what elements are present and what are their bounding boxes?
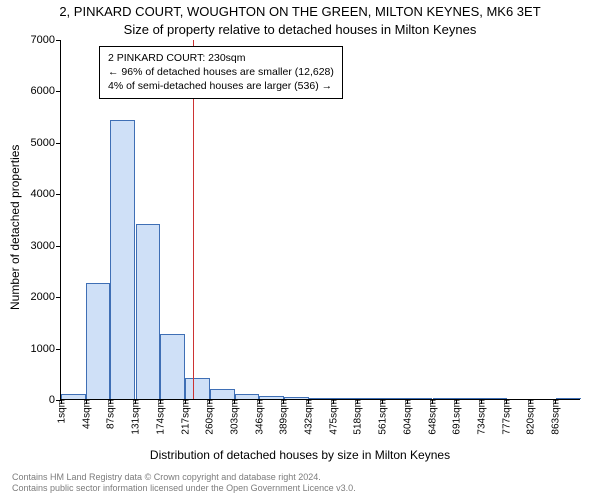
annotation-line-3: 4% of semi-detached houses are larger (5… <box>108 79 334 93</box>
histogram-bar <box>185 378 210 399</box>
x-tick-label: 174sqm <box>153 399 166 435</box>
histogram-bar <box>556 398 581 399</box>
y-tick-mark <box>56 40 61 41</box>
histogram-bar <box>86 283 111 399</box>
reference-annotation-box: 2 PINKARD COURT: 230sqm ← 96% of detache… <box>99 46 343 99</box>
histogram-bar <box>457 398 482 399</box>
x-axis-label: Distribution of detached houses by size … <box>0 448 600 462</box>
x-tick-label: 217sqm <box>178 399 191 435</box>
x-tick-label: 561sqm <box>376 399 389 435</box>
x-tick-label: 131sqm <box>129 399 142 435</box>
x-tick-label: 346sqm <box>252 399 265 435</box>
x-tick-label: 648sqm <box>425 399 438 435</box>
x-tick-label: 87sqm <box>104 399 117 429</box>
chart-plot-area: 010002000300040005000600070001sqm44sqm87… <box>60 40 580 400</box>
x-tick-label: 44sqm <box>79 399 92 429</box>
x-tick-label: 303sqm <box>227 399 240 435</box>
histogram-bar <box>136 224 161 399</box>
x-tick-label: 863sqm <box>549 399 562 435</box>
histogram-bar <box>358 398 383 399</box>
histogram-bar <box>407 398 432 399</box>
x-tick-label: 432sqm <box>302 399 315 435</box>
histogram-bar <box>309 398 334 399</box>
histogram-bar <box>259 396 284 399</box>
histogram-bar <box>61 394 86 399</box>
footer-line-2: Contains public sector information licen… <box>12 483 356 494</box>
annotation-line-2: ← 96% of detached houses are smaller (12… <box>108 65 334 79</box>
y-tick-mark <box>56 349 61 350</box>
histogram-bar <box>482 398 507 399</box>
x-tick-label: 518sqm <box>351 399 364 435</box>
y-axis-label: Number of detached properties <box>8 145 22 310</box>
chart-supertitle: 2, PINKARD COURT, WOUGHTON ON THE GREEN,… <box>0 4 600 19</box>
x-tick-label: 734sqm <box>475 399 488 435</box>
y-tick-mark <box>56 246 61 247</box>
histogram-bar <box>160 334 185 399</box>
annotation-line-1: 2 PINKARD COURT: 230sqm <box>108 51 334 65</box>
histogram-bar <box>210 389 235 399</box>
histogram-bar <box>383 398 408 399</box>
x-tick-label: 1sqm <box>55 399 68 423</box>
footer-line-1: Contains HM Land Registry data © Crown c… <box>12 472 356 483</box>
footer-attribution: Contains HM Land Registry data © Crown c… <box>12 472 356 495</box>
x-tick-label: 260sqm <box>203 399 216 435</box>
y-tick-mark <box>56 91 61 92</box>
y-tick-mark <box>56 297 61 298</box>
histogram-bar <box>110 120 135 399</box>
histogram-bar <box>284 397 309 399</box>
x-tick-label: 475sqm <box>326 399 339 435</box>
x-tick-label: 691sqm <box>450 399 463 435</box>
x-tick-label: 389sqm <box>277 399 290 435</box>
histogram-bar <box>235 394 260 399</box>
y-tick-mark <box>56 194 61 195</box>
y-tick-mark <box>56 143 61 144</box>
x-tick-label: 777sqm <box>499 399 512 435</box>
histogram-bar <box>433 398 458 399</box>
histogram-bar <box>333 398 358 399</box>
chart-title: Size of property relative to detached ho… <box>0 22 600 37</box>
x-tick-label: 604sqm <box>400 399 413 435</box>
x-tick-label: 820sqm <box>524 399 537 435</box>
